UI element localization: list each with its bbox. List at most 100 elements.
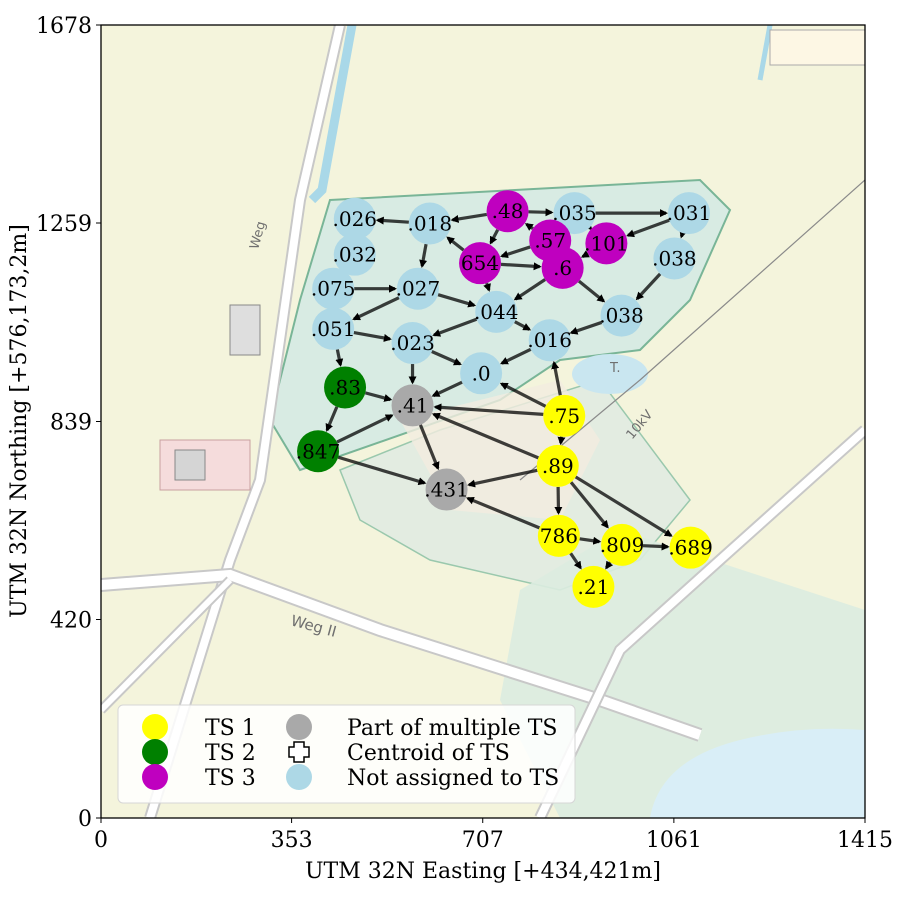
node-layer: .026.018.48.035.031.57.101.032 654.6.038.… xyxy=(296,190,713,608)
node-ts1: .809 xyxy=(600,523,644,566)
edge-arrow xyxy=(433,403,544,416)
node-circle xyxy=(312,267,355,310)
legend-item: TS 1 xyxy=(142,714,256,741)
node-label: .83 xyxy=(329,375,361,399)
road-west-inner xyxy=(146,25,344,818)
node-multi: .431 xyxy=(424,468,469,511)
node-circle xyxy=(333,233,376,276)
node-circle xyxy=(572,565,615,608)
node-circle xyxy=(396,267,439,310)
road-south-inner xyxy=(101,569,702,740)
node-label: .031 xyxy=(667,201,712,225)
legend-label: Part of multiple TS xyxy=(347,716,557,741)
y-axis-label: UTM 32N Northing [+576,173,2m] xyxy=(7,224,32,618)
node-label: .023 xyxy=(390,331,435,355)
node-ts3: .6 xyxy=(541,246,584,289)
canal xyxy=(308,25,357,204)
node-ts1: .89 xyxy=(536,444,579,487)
pond xyxy=(572,354,648,394)
edge-arrow xyxy=(574,475,673,537)
edge-arrow xyxy=(364,391,393,402)
edge-arrow xyxy=(577,279,606,303)
node-ts3: .101 xyxy=(584,222,629,265)
edge-arrow xyxy=(465,496,541,530)
edge-arrow xyxy=(569,552,582,570)
map-label-weg: Weg xyxy=(247,220,269,251)
creek xyxy=(757,25,773,81)
edge-arrow xyxy=(580,250,590,259)
node-label: .6 xyxy=(553,256,572,280)
node-circle xyxy=(653,237,696,280)
legend-marker xyxy=(142,739,168,765)
legend-label: TS 1 xyxy=(205,716,256,741)
node-label: .75 xyxy=(548,404,580,428)
node-label: .038 xyxy=(599,304,644,328)
node-circle xyxy=(459,242,502,285)
x-tick-label: 1415 xyxy=(837,828,893,853)
node-label: .032 xyxy=(333,243,378,267)
node-label: .051 xyxy=(311,317,356,341)
node-label: .027 xyxy=(396,277,441,301)
legend-marker xyxy=(286,764,312,790)
edge-arrow xyxy=(528,208,554,217)
edge-arrow xyxy=(450,212,488,223)
legend: TS 1TS 2TS 3 Part of multiple TSCentroid … xyxy=(117,704,576,804)
node-none: .035 xyxy=(552,192,597,235)
edge-arrow xyxy=(626,218,670,238)
y-axis: 0 420 839 1259 1678 xyxy=(36,14,101,832)
node-none: .032 xyxy=(333,233,378,276)
node-circle xyxy=(475,290,518,333)
node-label: .044 xyxy=(474,300,519,324)
x-axis-label: UTM 32N Easting [+434,421m] xyxy=(305,859,661,884)
node-none: .027 xyxy=(396,267,441,310)
node-circle xyxy=(425,468,468,511)
x-tick-label: 353 xyxy=(271,828,313,853)
node-none: .016 xyxy=(527,319,572,362)
edge-arrow xyxy=(579,536,602,545)
edge-arrow xyxy=(500,262,542,271)
node-label: .847 xyxy=(296,439,341,463)
node-none: .018 xyxy=(408,202,453,245)
edge-arrow xyxy=(635,272,662,301)
edge-arrow xyxy=(642,542,670,551)
base-map: Weg Weg II 10kV T. xyxy=(101,25,865,818)
legend-item: Part of multiple TS xyxy=(286,714,557,741)
edge-arrow xyxy=(467,468,538,488)
node-circle xyxy=(391,322,434,365)
node-label: .21 xyxy=(578,575,610,599)
node-circle xyxy=(391,384,434,427)
legend-box xyxy=(117,704,576,804)
node-label: .075 xyxy=(311,277,356,301)
road-sw-inner xyxy=(101,577,233,713)
legend-marker xyxy=(142,714,168,740)
node-circle xyxy=(408,202,451,245)
node-label: .016 xyxy=(527,328,572,352)
edge-arrow xyxy=(489,229,500,245)
edge-arrow xyxy=(431,380,463,398)
node-ts1: 786 xyxy=(537,514,580,557)
edge-arrow xyxy=(431,412,540,460)
legend-label: Centroid of TS xyxy=(347,741,510,766)
node-circle xyxy=(537,514,580,557)
node-none: .075 xyxy=(311,267,356,310)
node-label: .018 xyxy=(408,211,453,235)
edge-arrow xyxy=(431,350,462,366)
node-ts3: .48 xyxy=(486,190,529,233)
node-label: .41 xyxy=(397,393,429,417)
edge-arrow xyxy=(500,245,531,259)
node-none: .038 xyxy=(652,237,697,280)
node-label: 654 xyxy=(461,251,499,275)
node-circle xyxy=(600,294,643,337)
node-label: .101 xyxy=(584,231,629,255)
node-label: 786 xyxy=(540,524,578,548)
edge-arrow xyxy=(325,406,339,432)
legend-item: Not assigned to TS xyxy=(286,764,559,791)
node-circle xyxy=(669,526,712,569)
edge-arrow xyxy=(605,560,614,570)
edge-arrow xyxy=(336,414,394,444)
edge-arrow xyxy=(335,349,344,367)
node-ts2: .83 xyxy=(324,366,367,409)
edge-arrow xyxy=(514,320,532,331)
node-none: .026 xyxy=(333,197,377,240)
node-ts1: .75 xyxy=(543,394,586,437)
